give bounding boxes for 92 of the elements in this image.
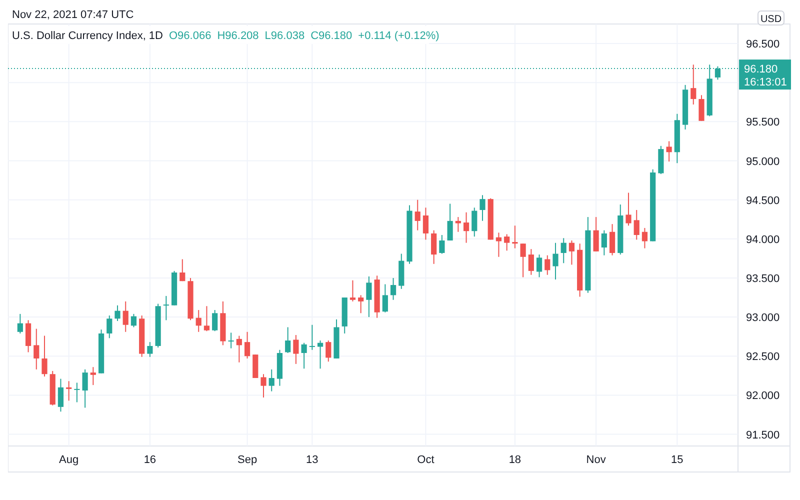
candlestick bbox=[309, 324, 315, 350]
candlestick bbox=[504, 234, 510, 252]
candlestick bbox=[666, 140, 672, 162]
candlestick bbox=[390, 277, 396, 300]
candlestick bbox=[601, 230, 607, 256]
candlestick bbox=[317, 340, 324, 370]
candlestick bbox=[634, 209, 640, 240]
candlestick bbox=[252, 354, 258, 379]
annotation: H96.208 bbox=[217, 30, 259, 42]
candlestick bbox=[204, 306, 210, 332]
candlestick bbox=[439, 234, 445, 254]
text: USD bbox=[760, 14, 782, 25]
candlestick bbox=[560, 238, 566, 264]
ref-line-label: 96.180 bbox=[744, 64, 778, 76]
x-tick-label: 18 bbox=[508, 454, 522, 466]
candlestick bbox=[236, 335, 242, 363]
candlestick bbox=[268, 368, 274, 392]
candlestick bbox=[58, 378, 64, 412]
candlestick bbox=[447, 203, 453, 241]
candlestick bbox=[642, 227, 648, 249]
x-tick-label: Nov bbox=[586, 454, 606, 466]
y-tick-label: 95.000 bbox=[746, 156, 780, 168]
candlestick bbox=[147, 342, 153, 358]
candlestick bbox=[326, 340, 332, 362]
y-tick-label: 95.500 bbox=[746, 116, 780, 129]
annotation: +0.114 (+0.12%) bbox=[358, 30, 440, 42]
candlestick bbox=[90, 366, 96, 386]
candlestick bbox=[228, 332, 234, 349]
candlestick bbox=[106, 314, 112, 339]
candlestick bbox=[34, 328, 40, 370]
candlestick bbox=[260, 374, 266, 398]
x-tick-label: Aug bbox=[59, 454, 79, 466]
candlestick bbox=[496, 232, 502, 258]
candlestick bbox=[244, 331, 250, 359]
candlestick bbox=[544, 254, 550, 276]
candlestick bbox=[130, 313, 137, 328]
y-tick-label: 91.500 bbox=[746, 429, 780, 442]
x-tick-label: Sep bbox=[237, 454, 258, 466]
candlestick bbox=[114, 304, 120, 322]
annotation: O96.066 bbox=[169, 30, 212, 42]
y-tick-label: 94.000 bbox=[746, 234, 780, 246]
candlestick bbox=[180, 258, 186, 282]
candlestick bbox=[17, 313, 23, 334]
candlestick bbox=[196, 310, 202, 332]
candlestick bbox=[414, 199, 420, 231]
candlestick bbox=[528, 248, 534, 276]
candlestick bbox=[512, 225, 518, 249]
candlestick bbox=[66, 380, 72, 402]
candlestick bbox=[463, 212, 470, 244]
candlestick bbox=[552, 242, 558, 280]
candlestick bbox=[472, 207, 478, 238]
candlestick bbox=[301, 342, 307, 370]
candlestick bbox=[568, 240, 575, 266]
candlestick bbox=[122, 300, 128, 332]
candlestick bbox=[74, 382, 80, 403]
candlestick bbox=[212, 310, 218, 332]
candlestick bbox=[609, 224, 616, 256]
y-tick-label: 96.500 bbox=[746, 38, 780, 51]
candlestick bbox=[163, 295, 169, 321]
candlestick bbox=[536, 254, 542, 278]
y-tick-label: 94.500 bbox=[746, 194, 780, 207]
x-tick-label: Oct bbox=[417, 454, 434, 466]
candlestick bbox=[350, 280, 356, 302]
annotation: C96.180 bbox=[310, 30, 352, 42]
candlestick bbox=[593, 216, 599, 252]
y-tick-label: 93.000 bbox=[746, 312, 780, 324]
candlestick bbox=[455, 216, 461, 232]
candlestick bbox=[366, 276, 372, 318]
y-tick-label: 92.500 bbox=[746, 351, 780, 364]
y-tick-label: 92.000 bbox=[746, 390, 780, 402]
candlestick bbox=[42, 335, 48, 377]
candlestick bbox=[431, 230, 437, 264]
text: Nov 22, 2021 07:47 UTC bbox=[12, 9, 134, 21]
x-tick-label: 16 bbox=[144, 454, 156, 466]
candlestick bbox=[422, 207, 429, 240]
x-tick-label: 13 bbox=[306, 454, 318, 466]
candlestick bbox=[698, 94, 704, 122]
candlestick bbox=[520, 243, 526, 278]
candlestick bbox=[82, 368, 88, 408]
candlestick bbox=[690, 64, 696, 105]
candlestick bbox=[358, 294, 364, 314]
candlestick bbox=[285, 326, 291, 354]
x-tick-label: 15 bbox=[671, 454, 684, 466]
text: 16:13:01 bbox=[744, 76, 787, 89]
candlestick bbox=[382, 284, 388, 313]
y-tick-label: 93.500 bbox=[746, 272, 780, 285]
text: U.S. Dollar Currency Index, 1D bbox=[12, 30, 164, 42]
annotation: L96.038 bbox=[264, 30, 305, 42]
candlestick bbox=[25, 320, 32, 353]
candlestick bbox=[626, 192, 632, 226]
candlestick bbox=[480, 194, 486, 222]
candlestick bbox=[293, 334, 299, 364]
